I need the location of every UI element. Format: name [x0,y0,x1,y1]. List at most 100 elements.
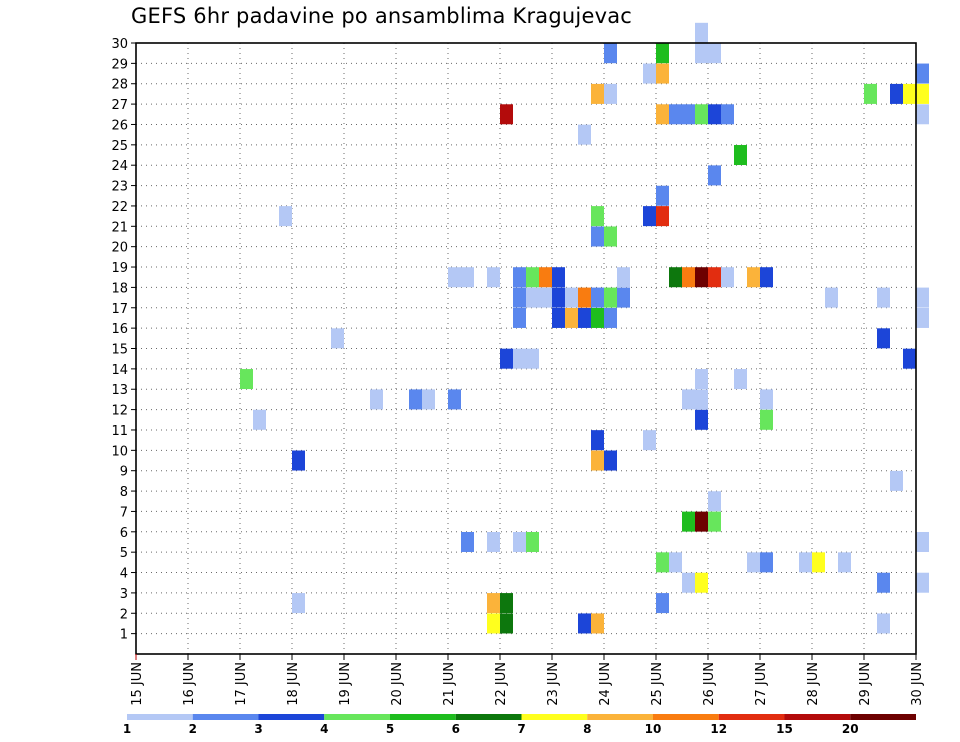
legend-label: 12 [710,722,727,736]
data-cell [591,226,604,247]
data-cell [656,43,669,64]
data-cell [591,83,604,104]
x-tick-label: 20 JUN [390,662,405,706]
data-cell [461,531,474,552]
y-tick-label: 17 [111,302,128,317]
data-cell [682,104,695,125]
legend: 1 2 3 4 5 6 7 8 10 12 15 20 [123,714,916,736]
data-cell [877,287,890,308]
data-cell [500,104,513,125]
data-cell [695,369,708,390]
data-cell [708,511,721,532]
data-cell [253,409,266,430]
legend-swatch [587,714,653,720]
data-cell [526,267,539,288]
x-tick-label: 24 JUN [598,662,613,706]
data-cell [799,552,812,573]
y-tick-label: 7 [120,505,128,520]
data-cell [513,287,526,308]
data-cell [708,165,721,186]
y-tick-label: 28 [111,78,128,93]
data-cell [331,328,344,349]
data-cell [539,287,552,308]
y-tick-label: 12 [111,404,128,419]
y-tick-label: 9 [120,465,128,480]
data-cell [916,63,929,84]
data-cell [812,552,825,573]
x-tick-label: 27 JUN [754,662,769,706]
data-cell [292,450,305,471]
data-cell [292,593,305,614]
grid-lines [136,43,916,654]
legend-swatch [850,714,916,720]
data-cell [721,104,734,125]
data-cell [656,63,669,84]
data-cell [669,552,682,573]
data-cell [604,43,617,64]
y-tick-label: 30 [111,37,128,52]
data-cell [877,613,890,634]
legend-swatch [324,714,390,720]
y-tick-label: 11 [111,424,128,439]
data-cell [578,613,591,634]
legend-swatch [718,714,785,720]
y-tick-label: 6 [120,526,128,541]
data-cell [747,552,760,573]
x-tick-label: 22 JUN [494,662,509,706]
data-cell [513,267,526,288]
data-cell [565,307,578,328]
data-cell [643,63,656,84]
x-tick-label: 19 JUN [338,662,353,706]
data-cell [487,531,500,552]
x-axis: 15 JUN 16 JUN 17 JUN 18 JUN 19 JUN 20 JUN 21 J… [130,654,925,706]
y-tick-label: 13 [111,383,128,398]
legend-swatch [784,714,851,720]
legend-label: 20 [842,722,859,736]
y-tick-label: 25 [111,139,128,154]
data-cell [656,185,669,206]
y-axis: 1234567891011121314151617181920212223242… [111,37,136,643]
data-cells [240,22,929,634]
data-cell [916,104,929,125]
x-tick-label: 23 JUN [546,662,561,706]
y-tick-label: 20 [111,241,128,256]
data-cell [708,104,721,125]
legend-label: 7 [517,722,525,736]
y-tick-label: 23 [111,180,128,195]
data-cell [604,226,617,247]
data-cell [409,389,422,410]
data-cell [370,389,383,410]
data-cell [916,307,929,328]
x-tick-label: 21 JUN [442,662,457,706]
y-tick-label: 1 [120,628,128,643]
data-cell [279,206,292,227]
data-cell [448,267,461,288]
x-tick-label: 15 JUN [130,662,145,706]
data-cell [695,267,708,288]
data-cell [656,206,669,227]
data-cell [760,552,773,573]
y-tick-label: 24 [111,159,128,174]
legend-label: 1 [123,722,131,736]
data-cell [695,409,708,430]
y-tick-label: 4 [120,567,128,582]
data-cell [591,613,604,634]
data-cell [643,430,656,451]
legend-label: 2 [189,722,197,736]
data-cell [565,287,578,308]
legend-label: 4 [320,722,328,736]
legend-label: 8 [583,722,591,736]
data-cell [695,389,708,410]
data-cell [721,267,734,288]
x-tick-label: 17 JUN [234,662,249,706]
legend-swatch [653,714,719,720]
y-tick-label: 29 [111,57,128,72]
data-cell [656,552,669,573]
data-cell [591,450,604,471]
data-cell [578,124,591,145]
y-tick-label: 15 [111,343,128,358]
data-cell [734,145,747,166]
data-cell [487,613,500,634]
legend-label: 10 [645,722,662,736]
x-tick-label: 18 JUN [286,662,301,706]
